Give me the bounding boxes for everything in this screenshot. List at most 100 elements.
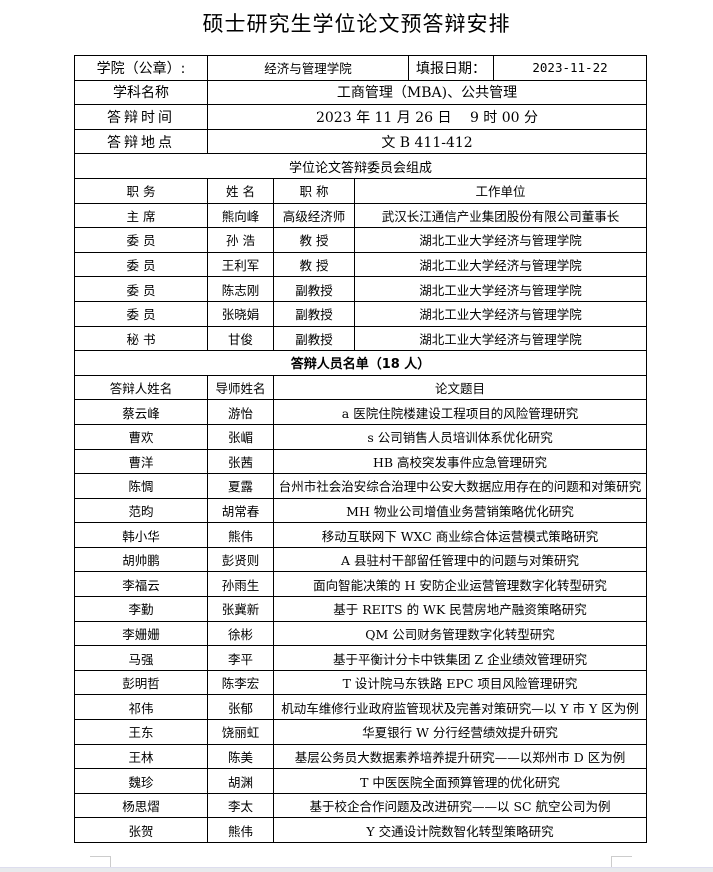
advisor-name: 熊伟 <box>207 817 274 843</box>
candidate-row: 蔡云峰 游怡 a 医院住院楼建设工程项目的风险管理研究 <box>74 399 648 425</box>
member-employer: 湖北工业大学经济与管理学院 <box>353 276 648 302</box>
window-bottom-bar <box>0 867 713 872</box>
member-title: 教 授 <box>273 227 355 253</box>
candidate-name: 魏珍 <box>74 768 208 794</box>
candidate-row: 魏珍 胡渊 T 中医医院全面预算管理的优化研究 <box>74 768 648 794</box>
arrangement-table: 学院（公章）: 经济与管理学院 填报日期： 2023-11-22 学科名称 工商… <box>73 55 648 843</box>
member-title: 副教授 <box>273 276 355 302</box>
thesis-title: MH 物业公司增值业务营销策略优化研究 <box>272 497 648 524</box>
candidate-row: 韩小华 熊伟 移动互联网下 WXC 商业综合体运营模式策略研究 <box>74 522 648 548</box>
candidate-name: 祁伟 <box>74 694 208 721</box>
time-value: 2023 年 11 月 26 日 9 时 00 分 <box>206 104 648 130</box>
committee-row: 委 员王利军教 授湖北工业大学经济与管理学院 <box>74 251 648 278</box>
advisor-name: 夏露 <box>207 473 274 499</box>
candidate-row: 张贺 熊伟 Y 交通设计院数智化转型策略研究 <box>74 817 648 843</box>
candidate-row: 李福云 孙雨生 面向智能决策的 H 安防企业运营管理数字化转型研究 <box>74 571 648 598</box>
candidate-name: 韩小华 <box>74 522 208 548</box>
candidate-row: 陈惆 夏露 台州市社会治安综合治理中公安大数据应用存在的问题和对策研究 <box>74 473 648 499</box>
member-title: 副教授 <box>273 325 355 352</box>
college-label: 学院（公章）: <box>74 55 208 81</box>
candidates-col-name: 答辩人姓名 <box>74 374 208 401</box>
member-role: 委 员 <box>74 251 208 278</box>
committee-heading-row: 学位论文答辩委员会组成 <box>73 153 648 179</box>
candidate-row: 李姗姗 徐彬 QM 公司财务管理数字化转型研究 <box>74 620 648 647</box>
candidate-name: 陈惆 <box>74 473 208 499</box>
committee-row: 委 员张晓娟 副教授 湖北工业大学经济与管理学院 <box>74 300 648 327</box>
advisor-name: 张郁 <box>207 694 274 721</box>
member-employer: 湖北工业大学经济与管理学院 <box>353 300 648 327</box>
candidates-col-advisor: 导师姓名 <box>207 374 274 401</box>
date-label: 填报日期： <box>408 55 495 81</box>
thesis-title: T 设计院马东铁路 EPC 项目风险管理研究 <box>272 669 648 696</box>
member-name: 熊向峰 <box>207 202 274 229</box>
member-role: 主 席 <box>74 202 208 229</box>
candidates-heading-row: 答辩人员名单（18 人） <box>73 350 648 376</box>
advisor-name: 陈美 <box>207 743 274 770</box>
college-row: 学院（公章）: 经济与管理学院 填报日期： 2023-11-22 <box>74 55 648 81</box>
candidate-name: 马强 <box>74 645 208 671</box>
committee-heading: 学位论文答辩委员会组成 <box>73 153 648 179</box>
candidate-row: 祁伟 张郁 机动车维修行业政府监管现状及完善对策研究—以 Y 市 Y 区为例 <box>74 694 648 721</box>
page-corner-mark <box>611 856 632 869</box>
candidate-row: 李勤 张冀新 基于 REITS 的 WK 民营房地产融资策略研究 <box>74 596 648 622</box>
document-title: 硕士研究生学位论文预答辩安排 <box>202 12 511 36</box>
candidates-header-row: 答辩人姓名 导师姓名 论文题目 <box>74 374 648 401</box>
member-title: 教 授 <box>273 251 355 278</box>
committee-row: 主 席熊向峰 高级经济师 武汉长江通信产业集团股份有限公司董事长 <box>74 202 648 229</box>
discipline-value: 工商管理（MBA)、公共管理 <box>206 79 648 106</box>
candidate-row: 范昀 胡常春 MH 物业公司增值业务营销策略优化研究 <box>74 497 648 524</box>
discipline-label: 学科名称 <box>74 79 208 106</box>
advisor-name: 彭贤则 <box>207 546 274 573</box>
place-value: 文 B 411-412 <box>206 128 648 155</box>
candidate-name: 胡帅鹏 <box>74 546 208 573</box>
place-row: 答辩地点 文 B 411-412 <box>74 128 648 155</box>
thesis-title: HB 高校突发事件应急管理研究 <box>272 448 648 475</box>
thesis-title: T 中医医院全面预算管理的优化研究 <box>272 768 648 794</box>
member-name: 王利军 <box>207 251 274 278</box>
candidate-name: 李姗姗 <box>74 620 208 647</box>
candidate-name: 王东 <box>74 719 208 745</box>
discipline-row: 学科名称 工商管理（MBA)、公共管理 <box>74 79 648 106</box>
thesis-title: 基于平衡计分卡中铁集团 Z 企业绩效管理研究 <box>272 645 648 671</box>
advisor-name: 李太 <box>207 792 274 819</box>
candidate-name: 李福云 <box>74 571 208 598</box>
candidates-heading: 答辩人员名单（18 人） <box>73 350 648 376</box>
candidate-name: 李勤 <box>74 596 208 622</box>
advisor-name: 张嵋 <box>207 423 274 450</box>
advisor-name: 饶丽虹 <box>207 719 274 745</box>
candidates-col-thesis: 论文题目 <box>272 374 648 401</box>
candidate-row: 马强 李平 基于平衡计分卡中铁集团 Z 企业绩效管理研究 <box>74 645 648 671</box>
candidate-name: 王林 <box>74 743 208 770</box>
thesis-title: 机动车维修行业政府监管现状及完善对策研究—以 Y 市 Y 区为例 <box>272 694 648 721</box>
thesis-title: s 公司销售人员培训体系优化研究 <box>272 423 648 450</box>
member-name: 陈志刚 <box>207 276 274 302</box>
member-employer: 武汉长江通信产业集团股份有限公司董事长 <box>353 202 648 229</box>
thesis-title: 华夏银行 W 分行经营绩效提升研究 <box>272 719 648 745</box>
candidate-name: 蔡云峰 <box>74 399 208 425</box>
member-title: 副教授 <box>273 300 355 327</box>
candidate-name: 曹欢 <box>74 423 208 450</box>
advisor-name: 张茜 <box>207 448 274 475</box>
member-employer: 湖北工业大学经济与管理学院 <box>353 227 648 253</box>
committee-header-row: 职 务 姓 名 职 称 工作单位 <box>74 177 648 204</box>
thesis-title: a 医院住院楼建设工程项目的风险管理研究 <box>272 399 648 425</box>
candidate-row: 彭明哲 陈李宏 T 设计院马东铁路 EPC 项目风险管理研究 <box>74 669 648 696</box>
member-name: 甘俊 <box>207 325 274 352</box>
time-row: 答辩时间 2023 年 11 月 26 日 9 时 00 分 <box>74 104 648 130</box>
member-employer: 湖北工业大学经济与管理学院 <box>353 251 648 278</box>
thesis-title: 移动互联网下 WXC 商业综合体运营模式策略研究 <box>272 522 648 548</box>
committee-row: 秘 书甘俊 副教授 湖北工业大学经济与管理学院 <box>74 325 648 352</box>
member-employer: 湖北工业大学经济与管理学院 <box>353 325 648 352</box>
thesis-title: QM 公司财务管理数字化转型研究 <box>272 620 648 647</box>
committee-col-name: 姓 名 <box>207 177 274 204</box>
thesis-title: A 县驻村干部留任管理中的问题与对策研究 <box>272 546 648 573</box>
thesis-title: 台州市社会治安综合治理中公安大数据应用存在的问题和对策研究 <box>272 473 648 499</box>
advisor-name: 孙雨生 <box>207 571 274 598</box>
page-corner-mark <box>90 856 111 869</box>
thesis-title: 基于 REITS 的 WK 民营房地产融资策略研究 <box>272 596 648 622</box>
member-name: 孙 浩 <box>207 227 274 253</box>
candidate-row: 曹洋 张茜 HB 高校突发事件应急管理研究 <box>74 448 648 475</box>
committee-col-employer: 工作单位 <box>353 177 648 204</box>
candidate-row: 王东 饶丽虹 华夏银行 W 分行经营绩效提升研究 <box>74 719 648 745</box>
thesis-title: 面向智能决策的 H 安防企业运营管理数字化转型研究 <box>272 571 648 598</box>
